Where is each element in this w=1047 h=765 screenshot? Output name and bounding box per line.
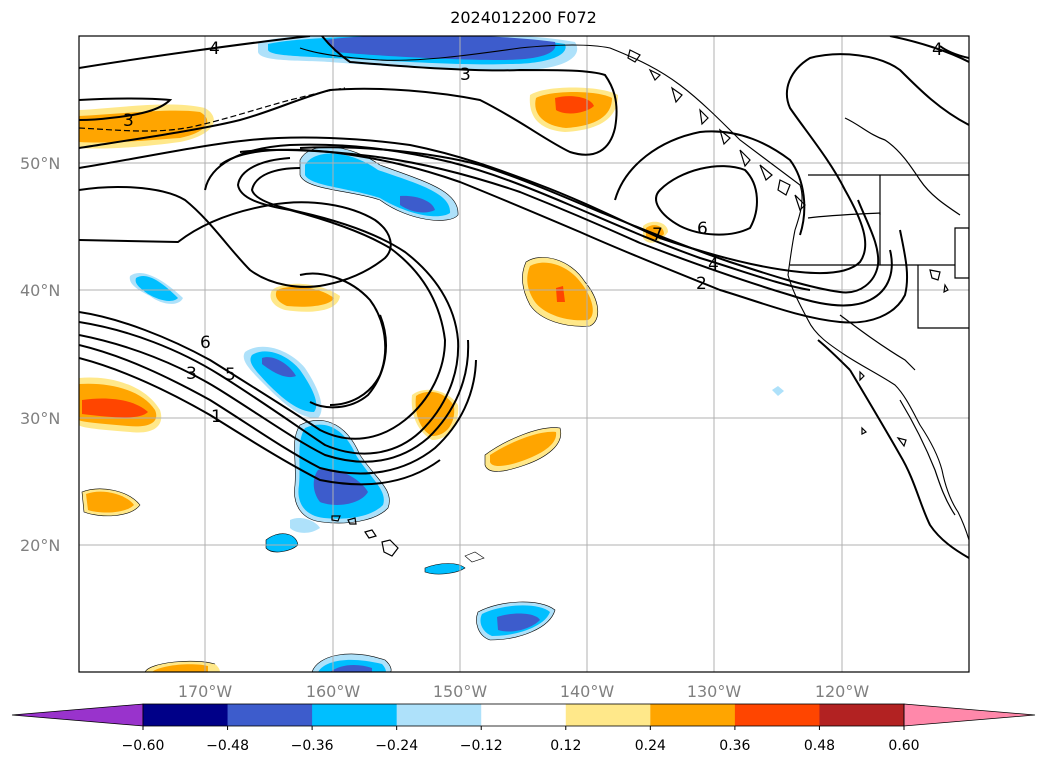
map-background: [79, 36, 969, 672]
contour-label: 3: [186, 364, 197, 384]
lat-tick-labels: 50°N 40°N 30°N 20°N: [20, 154, 60, 555]
contour-label: 5: [225, 365, 236, 385]
colorbar-tick-label: 0.36: [719, 738, 750, 754]
lon-tick-label: 120°W: [815, 682, 870, 701]
colorbar-tick-label: −0.60: [122, 738, 165, 754]
colorbar-tick-label: −0.12: [460, 738, 503, 754]
lon-tick-labels: 170°W 160°W 150°W 140°W 130°W 120°W: [178, 682, 870, 701]
colorbar-segment: [481, 704, 567, 726]
contour-label: 4: [932, 40, 943, 60]
contour-label: 6: [697, 219, 708, 239]
lon-tick-label: 130°W: [687, 682, 742, 701]
graticule: [79, 36, 969, 672]
colorbar-outline: [142, 703, 905, 727]
colorbar-segment: [819, 704, 905, 726]
contour-labels: 4 3 3 6 4 2 6 3 5 1 4 7: [123, 39, 943, 427]
contour-label: 4: [708, 255, 719, 275]
colorbar-segment: [734, 704, 820, 726]
contour-label: 1: [211, 407, 222, 427]
lon-tick-label: 150°W: [433, 682, 488, 701]
colorbar-tick-label: −0.24: [375, 738, 418, 754]
colorbar-extend-high: [903, 703, 1036, 727]
lat-tick-label: 50°N: [20, 154, 60, 173]
colorbar-segment: [143, 704, 229, 726]
colorbar-segment: [396, 704, 482, 726]
lat-tick-label: 40°N: [20, 281, 60, 300]
colorbar-segment: [565, 704, 651, 726]
coastlines: [79, 44, 969, 557]
map-frame: [78, 35, 970, 673]
contour-label: 6: [200, 333, 211, 353]
map-layers: 4 3 3 6 4 2 6 3 5 1 4 7: [79, 36, 969, 672]
colorbar-tick-label: −0.36: [291, 738, 334, 754]
colorbar-tick-label: 0.24: [635, 738, 666, 754]
colorbar-segment: [312, 704, 398, 726]
colorbar: −0.60 −0.48 −0.36 −0.24 −0.12 0.12 0.24 0.36 0.4…: [11, 703, 1036, 754]
lon-tick-label: 160°W: [306, 682, 361, 701]
colorbar-tick-label: 0.12: [550, 738, 581, 754]
colorbar-tick-label: 0.48: [804, 738, 835, 754]
colorbar-tick-label: 0.60: [888, 738, 919, 754]
colorbar-tick-label: −0.48: [206, 738, 249, 754]
lat-tick-label: 20°N: [20, 536, 60, 555]
contour-label: 3: [460, 65, 471, 85]
colorbar-extend-low: [11, 703, 144, 727]
map-title: 2024012200 F072: [450, 8, 597, 27]
colorbar-segment: [650, 704, 736, 726]
contour-label: 2: [696, 274, 707, 294]
lat-tick-label: 30°N: [20, 409, 60, 428]
colorbar-segment: [227, 704, 313, 726]
lon-tick-label: 170°W: [178, 682, 233, 701]
contour-label: 7: [652, 225, 663, 245]
contours: [79, 36, 969, 559]
contour-label: 3: [123, 111, 134, 131]
contour-label: 4: [209, 39, 220, 59]
lon-tick-label: 140°W: [560, 682, 615, 701]
